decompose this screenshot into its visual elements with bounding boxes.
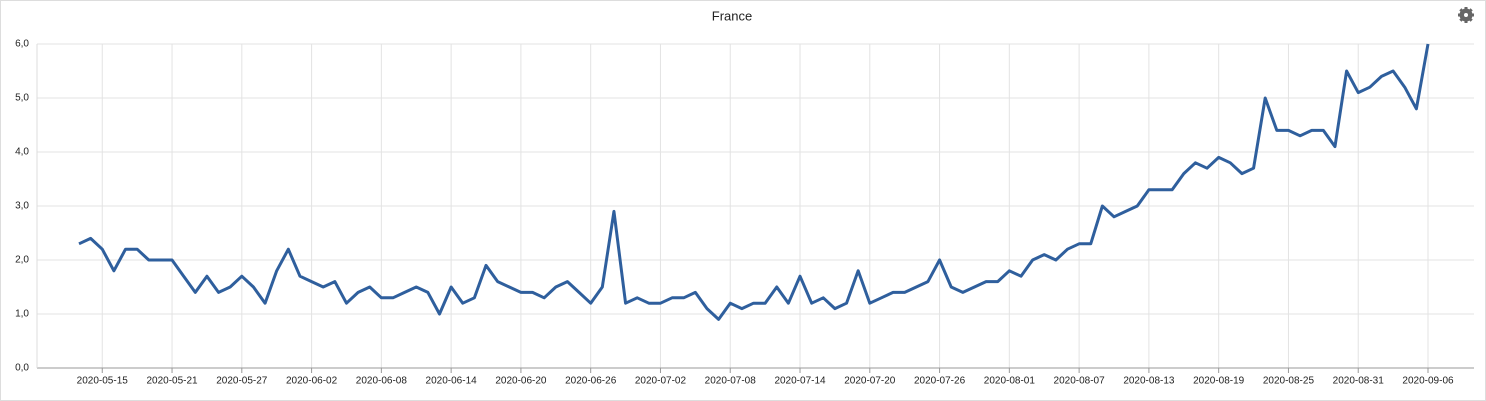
x-tick-label: 2020-06-14 — [426, 376, 478, 387]
settings-icon[interactable] — [1458, 7, 1474, 23]
chart-title: France — [712, 8, 752, 23]
x-tick-label: 2020-08-13 — [1123, 376, 1175, 387]
y-tick-label: 0,0 — [15, 363, 29, 374]
x-tick-label: 2020-06-02 — [286, 376, 338, 387]
plot — [78, 43, 1430, 321]
y-tick-label: 4,0 — [15, 147, 29, 158]
x-tick-label: 2020-06-08 — [356, 376, 408, 387]
x-tick-label: 2020-07-14 — [774, 376, 826, 387]
y-tick-label: 3,0 — [15, 201, 29, 212]
x-tick-label: 2020-05-27 — [216, 376, 268, 387]
x-tick-label: 2020-07-02 — [635, 376, 687, 387]
x-tick-label: 2020-06-26 — [565, 376, 617, 387]
y-tick-label: 2,0 — [15, 255, 29, 266]
x-tick-label: 2020-06-20 — [495, 376, 547, 387]
x-tick-label: 2020-08-19 — [1193, 376, 1245, 387]
x-tick-label: 2020-07-20 — [844, 376, 896, 387]
x-tick-label: 2020-07-26 — [914, 376, 966, 387]
x-tick-label: 2020-08-01 — [984, 376, 1036, 387]
x-tick-label: 2020-07-08 — [705, 376, 757, 387]
y-tick-label: 6,0 — [15, 39, 29, 50]
y-tick-label: 5,0 — [15, 93, 29, 104]
data-line — [78, 43, 1430, 321]
x-tick-label: 2020-08-31 — [1333, 376, 1385, 387]
x-tick-label: 2020-09-06 — [1402, 376, 1454, 387]
y-tick-label: 1,0 — [15, 309, 29, 320]
x-tick-label: 2020-08-07 — [1054, 376, 1106, 387]
x-tick-label: 2020-05-21 — [146, 376, 198, 387]
x-tick-label: 2020-05-15 — [77, 376, 129, 387]
x-tick-label: 2020-08-25 — [1263, 376, 1315, 387]
